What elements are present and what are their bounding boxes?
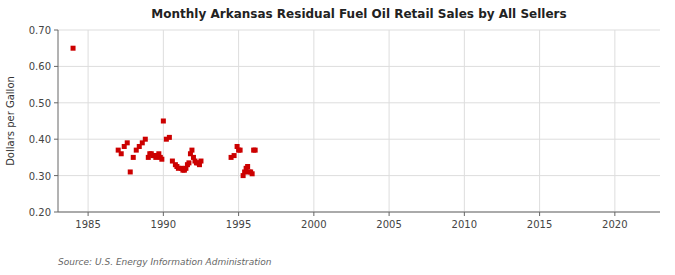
point [143, 137, 148, 142]
x-tick [163, 212, 164, 216]
points [71, 46, 258, 178]
y-axis-label: Dollars per Gallon [5, 76, 16, 166]
y-grid-line [58, 66, 660, 67]
x-tick-label: 2020 [602, 219, 627, 230]
x-grid-line [238, 30, 239, 212]
x-tick-label: 1985 [75, 219, 100, 230]
title: Monthly Arkansas Residual Fuel Oil Retai… [151, 7, 566, 21]
x-tick [614, 212, 615, 216]
y-tick-label: 0.70 [29, 25, 51, 36]
y-grid-line [58, 30, 660, 31]
x-tick [539, 212, 540, 216]
x-grid-line [88, 30, 89, 212]
y-tick [54, 212, 58, 213]
y-tick [54, 139, 58, 140]
y-tick-label: 0.60 [29, 61, 51, 72]
x-grid-line [389, 30, 390, 212]
y-tick-label: 0.40 [29, 134, 51, 145]
x-tick [464, 212, 465, 216]
chart: Monthly Arkansas Residual Fuel Oil Retai… [0, 0, 675, 275]
x-tick [389, 212, 390, 216]
point [198, 159, 203, 164]
x-axis-line [58, 212, 660, 213]
y-tick-label: 0.20 [29, 207, 51, 218]
y-grid-line [58, 102, 660, 103]
x-tick-label: 1990 [151, 219, 176, 230]
axes: 0.20 0.30 0.40 0.50 0.60 0.70 1985 1990 1995 2000… [29, 25, 660, 230]
y-grid-line [58, 139, 660, 140]
point [250, 171, 255, 176]
point [161, 119, 166, 124]
x-tick [313, 212, 314, 216]
point [119, 151, 124, 156]
point [238, 148, 243, 153]
point [189, 148, 194, 153]
point [253, 148, 258, 153]
x-grid-line [464, 30, 465, 212]
x-grid-line [313, 30, 314, 212]
y-tick [54, 66, 58, 67]
point [245, 164, 250, 169]
x-grid-line [614, 30, 615, 212]
point [186, 160, 191, 165]
y-tick [54, 102, 58, 103]
y-tick-label: 0.50 [29, 98, 51, 109]
x-tick [88, 212, 89, 216]
x-tick [238, 212, 239, 216]
y-grid-line [58, 212, 660, 213]
x-grid-line [539, 30, 540, 212]
x-tick-label: 2010 [452, 219, 477, 230]
y-tick-label: 0.30 [29, 171, 51, 182]
x-tick-label: 2000 [301, 219, 326, 230]
point [71, 46, 76, 51]
y-grid-line [58, 175, 660, 176]
point [232, 153, 237, 158]
x-tick-label: 2005 [376, 219, 401, 230]
grid [58, 30, 660, 212]
y-tick [54, 30, 58, 31]
point [125, 140, 130, 145]
y-axis-line [58, 30, 59, 212]
point [159, 157, 164, 162]
point [131, 155, 136, 160]
point [128, 169, 133, 174]
point [167, 135, 172, 140]
source: Source: U.S. Energy Information Administ… [58, 257, 272, 267]
y-tick [54, 175, 58, 176]
x-tick-label: 2015 [527, 219, 552, 230]
x-tick-label: 1995 [226, 219, 251, 230]
